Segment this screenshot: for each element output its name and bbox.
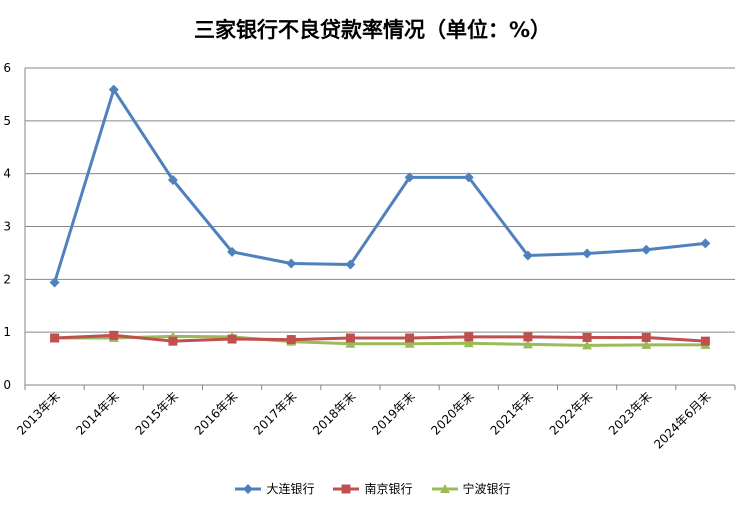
series-line xyxy=(54,333,706,343)
data-point xyxy=(286,258,297,269)
x-tick-label: 2021年末 xyxy=(488,389,536,437)
y-tick-label: 0 xyxy=(3,378,11,392)
legend-swatch xyxy=(235,483,262,494)
series-line xyxy=(53,88,706,283)
legend-swatch xyxy=(431,483,458,493)
data-point xyxy=(464,332,474,342)
data-point xyxy=(49,277,60,288)
x-tick-label: 2018年末 xyxy=(310,389,358,437)
x-tick-label: 2020年末 xyxy=(428,389,476,437)
data-point xyxy=(108,84,119,95)
data-point xyxy=(641,339,652,349)
data-point xyxy=(227,334,237,344)
data-point xyxy=(345,338,356,348)
x-tick-label: 2019年末 xyxy=(369,389,417,437)
legend-item: 大连银行 xyxy=(234,480,314,497)
data-point xyxy=(522,339,533,349)
x-tick-label: 2023年末 xyxy=(606,389,654,437)
data-point xyxy=(286,335,296,345)
data-point xyxy=(700,336,710,346)
legend-label: 宁波银行 xyxy=(462,482,511,496)
data-point xyxy=(463,172,474,183)
data-point xyxy=(523,332,533,342)
data-point xyxy=(641,332,651,342)
data-point xyxy=(345,333,355,343)
data-point xyxy=(700,238,711,249)
data-point xyxy=(109,330,119,340)
data-point xyxy=(582,332,592,342)
data-point xyxy=(522,250,533,261)
x-tick-label: 2015年末 xyxy=(133,389,181,437)
data-point xyxy=(582,248,593,259)
legend-item: 宁波银行 xyxy=(431,480,511,497)
x-tick-label: 2013年末 xyxy=(14,389,62,437)
data-point xyxy=(168,336,178,346)
y-tick-label: 3 xyxy=(3,220,11,234)
x-tick-label: 2024年6月末 xyxy=(651,389,713,451)
legend: 大连银行 南京银行 宁波银行 xyxy=(0,480,745,497)
y-tick-label: 2 xyxy=(3,272,11,286)
data-point xyxy=(404,172,415,183)
data-point xyxy=(50,333,60,343)
y-tick-label: 1 xyxy=(3,325,11,339)
x-tick-label: 2022年末 xyxy=(547,389,595,437)
data-point xyxy=(641,244,652,255)
data-point xyxy=(582,340,593,350)
data-point xyxy=(167,175,178,186)
x-tick-label: 2017年末 xyxy=(251,389,299,437)
data-point xyxy=(463,338,474,348)
legend-label: 南京银行 xyxy=(364,482,413,496)
legend-swatch xyxy=(333,484,360,493)
data-point xyxy=(404,338,415,348)
legend-item: 南京银行 xyxy=(332,480,413,497)
x-tick-label: 2016年末 xyxy=(192,389,240,437)
y-tick-label: 5 xyxy=(3,114,11,128)
series-line xyxy=(54,334,706,347)
chart-title: 三家银行不良贷款率情况（单位：%） xyxy=(193,18,552,42)
y-tick-label: 6 xyxy=(3,61,11,75)
x-tick-label: 2014年末 xyxy=(73,389,121,437)
y-tick-label: 4 xyxy=(3,167,11,181)
legend-label: 大连银行 xyxy=(266,482,315,496)
data-point xyxy=(227,246,238,257)
data-point xyxy=(345,259,356,270)
data-point xyxy=(405,333,415,343)
